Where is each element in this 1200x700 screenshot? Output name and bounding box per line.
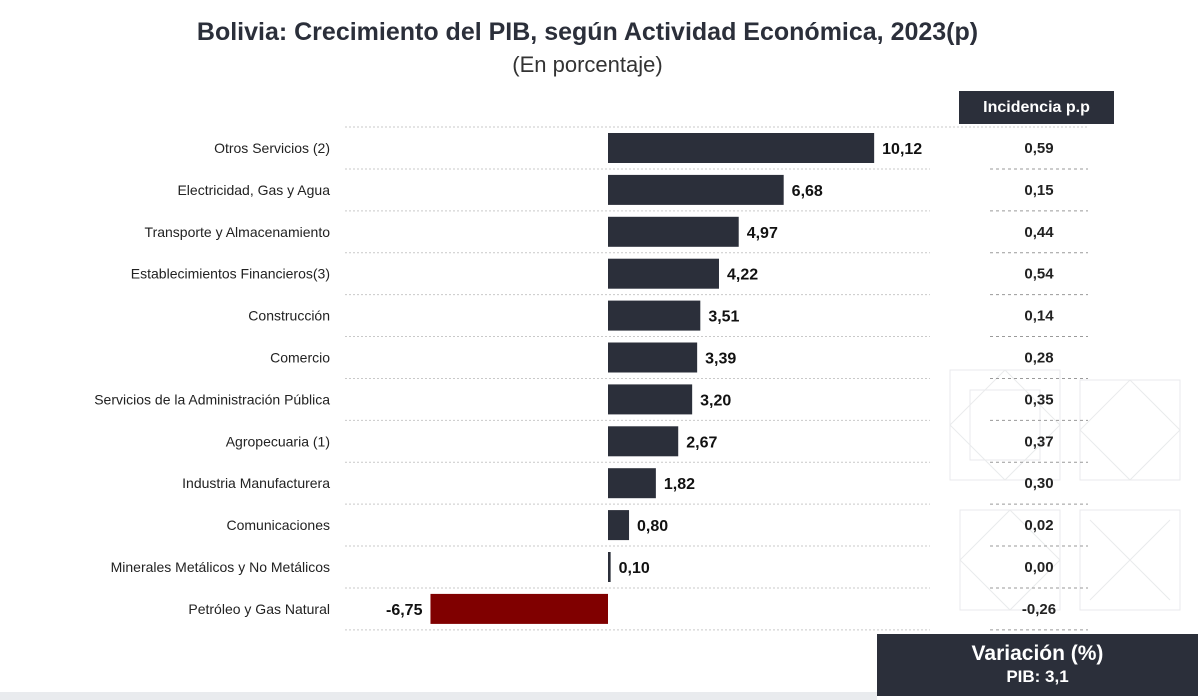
decorative-pattern xyxy=(949,369,1181,611)
incidence-value: 0,44 xyxy=(1024,224,1054,241)
incidence-header: Incidencia p.p xyxy=(959,91,1114,124)
value-label: 1,82 xyxy=(664,476,695,493)
category-label: Electricidad, Gas y Agua xyxy=(177,182,330,198)
gdp-value: PIB: 3,1 xyxy=(1006,667,1069,686)
bar xyxy=(608,384,693,415)
bars-group xyxy=(430,133,875,624)
value-labels: 10,12 6,68 4,97 4,22 3,51 3,39 3,20 2,67 1,82 0,8… xyxy=(386,141,922,619)
chart-subtitle: (En porcentaje) xyxy=(512,52,663,77)
category-label: Petróleo y Gas Natural xyxy=(188,601,330,617)
bar xyxy=(608,174,784,205)
value-label: 3,20 xyxy=(700,392,731,409)
category-label: Construcción xyxy=(248,308,330,324)
incidence-value: 0,37 xyxy=(1024,433,1053,450)
incidence-value: -0,26 xyxy=(1022,601,1056,618)
category-label: Industria Manufacturera xyxy=(182,475,330,491)
value-label: -6,75 xyxy=(386,602,423,619)
value-label: 0,80 xyxy=(637,518,668,535)
incidence-values: 0,59 0,15 0,44 0,54 0,14 0,28 0,35 0,37 0,30 0,02… xyxy=(1022,140,1056,618)
bar xyxy=(608,552,611,582)
bar xyxy=(608,426,679,457)
value-label: 0,10 xyxy=(619,560,650,577)
category-label: Transporte y Almacenamiento xyxy=(145,224,331,240)
bar xyxy=(608,468,656,499)
value-label: 3,39 xyxy=(705,351,736,368)
incidence-value: 0,00 xyxy=(1024,559,1053,576)
incidence-value: 0,30 xyxy=(1024,475,1053,492)
incidence-value: 0,59 xyxy=(1024,140,1053,157)
variation-title: Variación (%) xyxy=(971,642,1104,665)
value-label: 3,51 xyxy=(708,309,739,326)
incidence-value: 0,28 xyxy=(1024,350,1053,367)
incidence-value: 0,35 xyxy=(1024,391,1053,408)
value-label: 4,97 xyxy=(747,225,778,242)
category-label: Establecimientos Financieros(3) xyxy=(131,266,330,282)
incidence-value: 0,54 xyxy=(1024,266,1054,283)
gdp-variation-box: Variación (%) PIB: 3,1 xyxy=(877,634,1198,696)
incidence-value: 0,02 xyxy=(1024,517,1053,534)
incidence-value: 0,14 xyxy=(1024,308,1054,325)
chart-title: Bolivia: Crecimiento del PIB, según Acti… xyxy=(196,18,979,46)
grid-lines xyxy=(345,126,1088,631)
incidence-value: 0,15 xyxy=(1024,182,1053,199)
bar xyxy=(608,342,698,373)
bar xyxy=(430,593,608,624)
bar xyxy=(608,216,739,247)
category-label: Servicios de la Administración Pública xyxy=(94,391,330,407)
bar xyxy=(608,258,719,289)
value-label: 6,68 xyxy=(792,183,823,200)
bar xyxy=(608,300,701,331)
value-label: 2,67 xyxy=(686,434,717,451)
bar xyxy=(608,510,630,541)
category-label: Comercio xyxy=(270,350,330,366)
category-label: Comunicaciones xyxy=(227,517,331,533)
bar xyxy=(608,133,875,163)
bottom-strip xyxy=(0,692,877,700)
category-labels: Otros Servicios (2) Electricidad, Gas y A… xyxy=(94,140,330,617)
value-label: 10,12 xyxy=(882,141,922,158)
category-label: Agropecuaria (1) xyxy=(226,433,330,449)
category-label: Minerales Metálicos y No Metálicos xyxy=(111,559,330,575)
value-label: 4,22 xyxy=(727,267,758,284)
category-label: Otros Servicios (2) xyxy=(214,140,330,156)
